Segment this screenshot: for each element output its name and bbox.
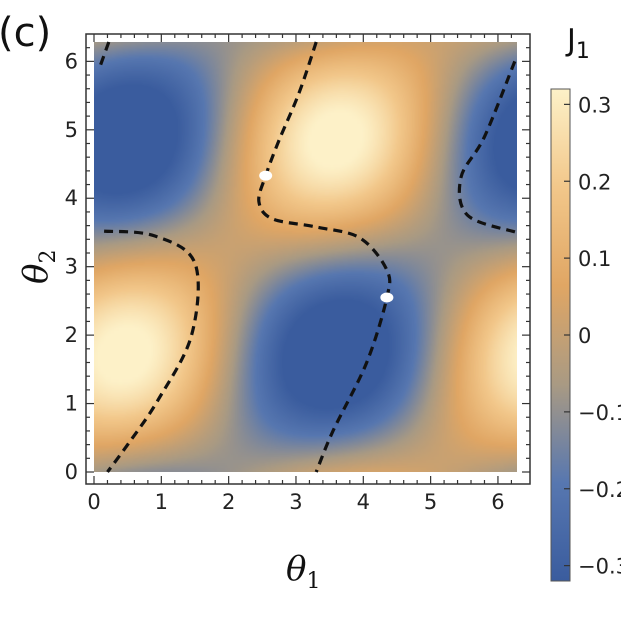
colorbar-title-sub: 1: [576, 39, 590, 64]
x-tick-label: 6: [491, 490, 504, 514]
zero-contour-1: [97, 41, 111, 69]
plot-frame: [85, 33, 531, 485]
zero-contour-2: [257, 41, 392, 473]
axis-ticks: 0 1 2 3 4 5 6 0 1 2 3 4 5 6: [65, 34, 530, 514]
colorbar-title-main: J: [565, 23, 576, 58]
colorbar-tick-label: 0.2: [578, 170, 611, 194]
special-point-2: [380, 292, 394, 303]
y-axis-title-main: θ: [16, 264, 56, 284]
heatmap-image: [94, 42, 517, 472]
special-point-1: [259, 170, 273, 181]
x-tick-label: 5: [424, 490, 437, 514]
zero-contour-3: [457, 60, 518, 235]
special-points: [259, 170, 394, 303]
x-axis-title-main: θ: [286, 549, 306, 589]
y-tick-label: 4: [65, 186, 78, 210]
zero-contour-4: [103, 229, 200, 473]
x-tick-label: 1: [155, 490, 168, 514]
colorbar-tick-label: 0.1: [578, 247, 611, 271]
x-tick-label: 3: [289, 490, 302, 514]
y-tick-label: 6: [65, 49, 78, 73]
zero-contours: [97, 41, 518, 473]
x-axis-title: θ1: [286, 549, 320, 594]
x-axis-title-sub: 1: [306, 569, 320, 594]
colorbar-tick-label: 0.3: [578, 93, 611, 117]
colorbar-ticks: 0.3 0.2 0.1 0 −0.1 −0.2 −0.3: [564, 93, 621, 579]
y-tick-label: 1: [65, 392, 78, 416]
panel-label: (c): [0, 10, 51, 56]
y-tick-label: 3: [65, 255, 78, 279]
colorbar-title: J1: [565, 23, 590, 64]
x-tick-label: 2: [222, 490, 235, 514]
x-tick-label: 4: [357, 490, 370, 514]
colorbar-tick-label: 0: [578, 324, 591, 348]
colorbar-tick-label: −0.1: [578, 401, 621, 425]
y-tick-label: 0: [65, 460, 78, 484]
colorbar-tick-label: −0.2: [578, 478, 621, 502]
y-tick-label: 2: [65, 323, 78, 347]
x-tick-label: 0: [87, 490, 100, 514]
y-axis-title: θ2: [16, 250, 61, 284]
colorbar-tick-label: −0.3: [578, 555, 621, 579]
y-axis-title-sub: 2: [36, 250, 61, 264]
y-tick-label: 5: [65, 118, 78, 142]
